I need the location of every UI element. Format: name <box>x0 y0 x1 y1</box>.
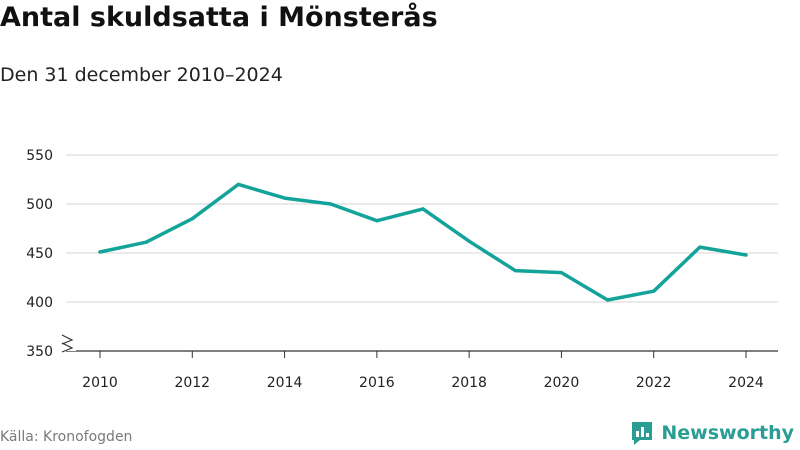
data-point <box>744 253 748 257</box>
newsworthy-logo-icon <box>632 422 653 445</box>
x-tick-label: 2010 <box>82 375 118 391</box>
chart-subtitle: Den 31 december 2010–2024 <box>0 64 283 86</box>
y-tick-label: 450 <box>26 246 53 262</box>
data-point <box>236 182 241 186</box>
data-point <box>282 196 287 200</box>
data-point <box>652 289 656 293</box>
data-point <box>144 240 148 244</box>
data-point <box>329 202 333 206</box>
y-tick-label: 550 <box>26 148 53 164</box>
data-point <box>98 250 102 254</box>
y-tick-label: 500 <box>26 197 53 213</box>
x-tick-label: 2014 <box>267 375 303 391</box>
x-tick-label: 2024 <box>728 375 764 391</box>
brand-name: Newsworthy <box>661 422 794 444</box>
x-tick-label: 2022 <box>636 375 672 391</box>
x-tick-label: 2018 <box>451 375 487 391</box>
data-point <box>375 219 379 223</box>
data-point <box>559 271 564 275</box>
data-point <box>605 298 610 302</box>
x-axis: 2010 2012 2014 2016 2018 2020 2022 2024 <box>82 351 764 391</box>
x-tick-label: 2016 <box>359 375 395 391</box>
brand: Newsworthy <box>630 420 794 446</box>
chart-title: Antal skuldsatta i Mönsterås <box>0 2 438 33</box>
data-point <box>190 217 194 221</box>
y-tick-label: 350 <box>26 344 53 360</box>
series-line <box>98 182 748 302</box>
y-axis-tick-labels: 350 400 450 500 550 <box>26 148 53 360</box>
data-point <box>513 269 517 273</box>
x-tick-label: 2020 <box>544 375 580 391</box>
source-note: Källa: Kronofogden <box>0 429 133 445</box>
x-tick-label: 2012 <box>174 375 210 391</box>
gridlines <box>66 154 778 352</box>
axis-break-icon <box>58 333 76 353</box>
data-point <box>467 239 471 243</box>
y-tick-label: 400 <box>26 295 53 311</box>
data-point <box>698 245 702 249</box>
line-chart: 350 400 450 500 550 2010 2012 2014 2016 2018 2020… <box>26 148 778 391</box>
data-point <box>421 207 425 211</box>
data-series <box>98 182 748 302</box>
